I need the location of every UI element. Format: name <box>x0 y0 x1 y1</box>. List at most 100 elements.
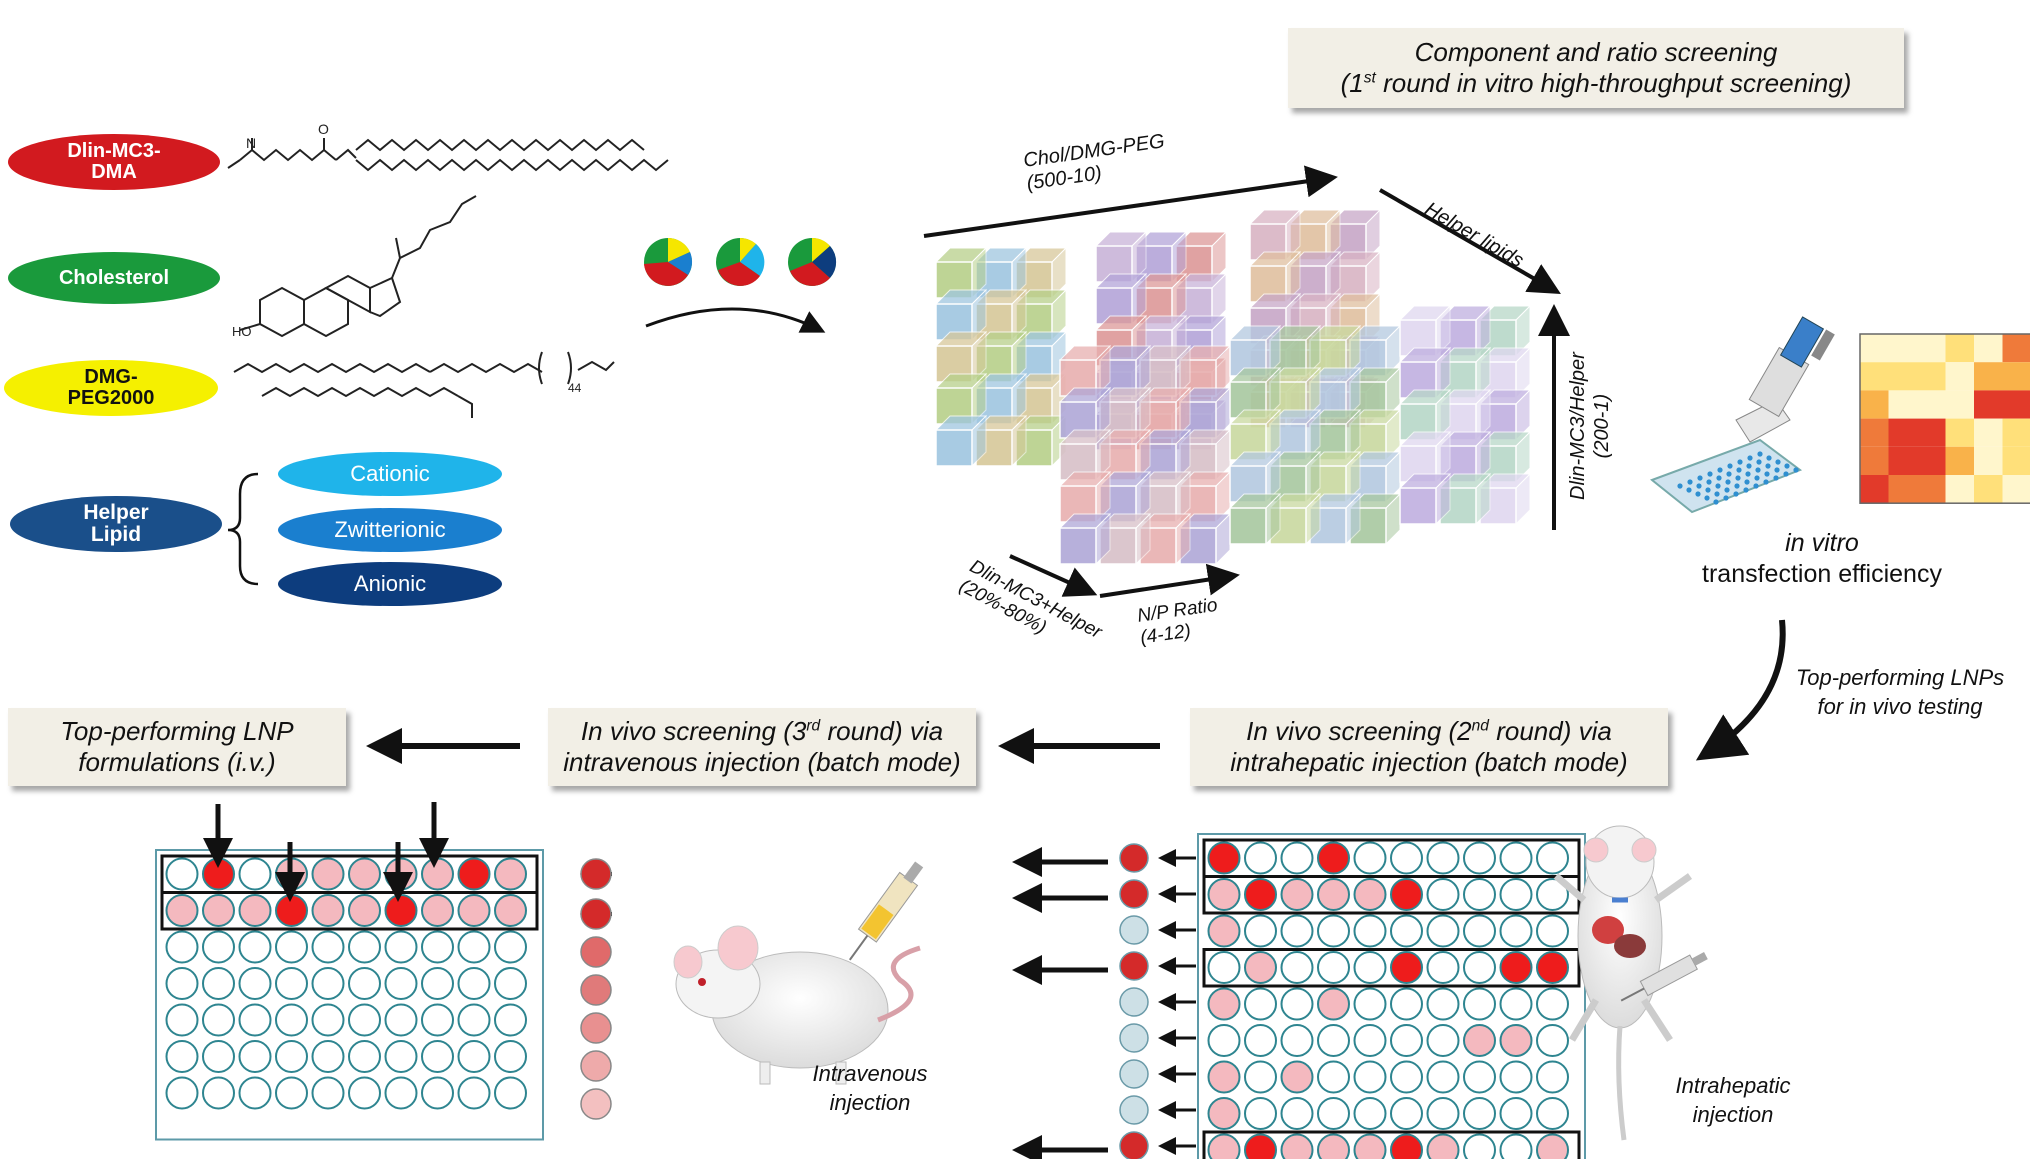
heatmap-cell <box>1888 334 1917 363</box>
highlight-row <box>1202 948 1581 988</box>
plate-well-dot <box>1695 491 1701 497</box>
round2-line2: intrahepatic injection (batch mode) <box>1230 747 1628 777</box>
plate-well <box>421 857 454 891</box>
plate-well <box>1280 951 1314 984</box>
plate-well <box>238 1040 272 1073</box>
plate-well-dot <box>1757 451 1763 457</box>
plate-well <box>1353 1060 1387 1094</box>
plate-well-dot <box>1754 475 1760 481</box>
heatmap-cell <box>1917 362 1946 391</box>
plate-well <box>421 894 454 927</box>
plate-well-dot <box>1697 475 1703 481</box>
cube-face <box>1229 507 1267 545</box>
plate-well <box>1244 878 1277 911</box>
plate-well <box>311 967 345 1000</box>
top-formulations-box: Top-performing LNP formulations (i.v.) <box>8 708 346 786</box>
plate-well <box>457 1076 491 1110</box>
plate-well <box>1280 1133 1314 1159</box>
plate-well <box>1317 1097 1350 1130</box>
plate-well <box>1536 987 1569 1021</box>
plate-well-dot <box>1725 479 1731 485</box>
plate-well <box>1390 1024 1423 1057</box>
heatmap-cell <box>1974 334 2003 363</box>
plate-well <box>1426 1097 1460 1130</box>
heatmap-cell <box>1888 475 1917 504</box>
plate-well <box>384 930 418 964</box>
plate-well-dot <box>1747 455 1753 461</box>
plate-well <box>457 967 491 1000</box>
plate-well <box>1280 878 1314 911</box>
plate-well <box>457 1003 491 1037</box>
liver-tissue-icon <box>580 1050 612 1082</box>
plate-well <box>1426 878 1460 911</box>
plate-well <box>1244 1060 1277 1094</box>
heatmap-cell <box>1945 362 1974 391</box>
helper-brace <box>227 472 259 586</box>
plate-well <box>384 1040 418 1073</box>
plate-well <box>421 967 454 1000</box>
helper-oval-anionic: Anionic <box>278 562 502 606</box>
liver-icon-column <box>580 843 1196 1159</box>
plate-well <box>1244 914 1277 948</box>
helper-label-zwitterionic: Zwitterionic <box>334 517 446 542</box>
plate-well <box>1390 1060 1423 1094</box>
plate-well <box>1317 951 1350 984</box>
plate-well <box>1499 1133 1533 1159</box>
plate-well-dot <box>1746 463 1752 469</box>
lipid-oval-mc3: Dlin-MC3-DMA <box>8 134 220 190</box>
plate-well <box>384 967 418 1000</box>
plate-well-dot <box>1717 467 1723 473</box>
plate-well <box>1536 1097 1569 1130</box>
plate-well <box>238 1076 272 1110</box>
plate-well-dot <box>1765 463 1771 469</box>
plate-well <box>1353 987 1387 1021</box>
heatmap-cell <box>2002 418 2030 447</box>
liver-tissue-icon <box>1119 951 1149 981</box>
plate-well <box>1317 1024 1350 1057</box>
plate-well <box>1536 1060 1569 1094</box>
plate-well <box>1463 1133 1496 1159</box>
iv-injection-label: Intravenous injection <box>812 1061 928 1115</box>
plate-well <box>384 1076 418 1110</box>
plate-well <box>1390 841 1423 875</box>
plate-well-dot <box>1707 471 1713 477</box>
plate-well <box>1463 878 1496 911</box>
plate-well-dot <box>1733 491 1739 497</box>
plate-well <box>275 1076 308 1110</box>
ih-well-plate <box>1197 833 1586 1159</box>
plate-well <box>1317 878 1350 911</box>
plate-well <box>494 1003 527 1037</box>
heatmap-cell <box>1974 475 2003 504</box>
plate-well <box>165 930 199 964</box>
pipette-plate-icon <box>1649 316 1835 514</box>
iv-well-plate <box>155 802 612 1141</box>
plate-well-dot <box>1793 467 1799 473</box>
np-axis-arrow <box>1099 563 1240 598</box>
heatmap-cell <box>1860 446 1889 475</box>
plate-well <box>1244 1097 1277 1130</box>
helper-label-anionic: Anionic <box>353 571 427 596</box>
heatmap-cell <box>1860 418 1889 447</box>
helper-axis-arrow <box>1379 188 1561 294</box>
plate-well <box>238 967 272 1000</box>
plate-well-dot <box>1724 487 1730 493</box>
plate-well <box>494 1040 527 1073</box>
lipid-oval-helper: Helper Lipid <box>10 496 222 552</box>
plate-well <box>1390 914 1423 948</box>
svg-text:O: O <box>318 121 329 137</box>
plate-well-dot <box>1696 483 1702 489</box>
plate-well <box>311 1003 345 1037</box>
round3-line2: intravenous injection (batch mode) <box>563 747 961 777</box>
plate-well <box>494 1076 527 1110</box>
plate-well <box>494 894 527 927</box>
heatmap-cell <box>1974 390 2003 419</box>
screening-box: Component and ratio screening (1st round… <box>1288 28 1904 108</box>
heatmap-cell <box>1888 446 1917 475</box>
round3-box: In vivo screening (3rd round) via intrav… <box>548 708 976 786</box>
plate-well <box>311 1040 345 1073</box>
plate-well <box>457 930 491 964</box>
plate-well-dot <box>1705 487 1711 493</box>
plate-well <box>1426 1024 1460 1057</box>
heatmap-cell <box>1945 334 1974 363</box>
mc3helper-axis-label: Dlin-MC3/Helper (200-1) <box>1567 352 1613 500</box>
